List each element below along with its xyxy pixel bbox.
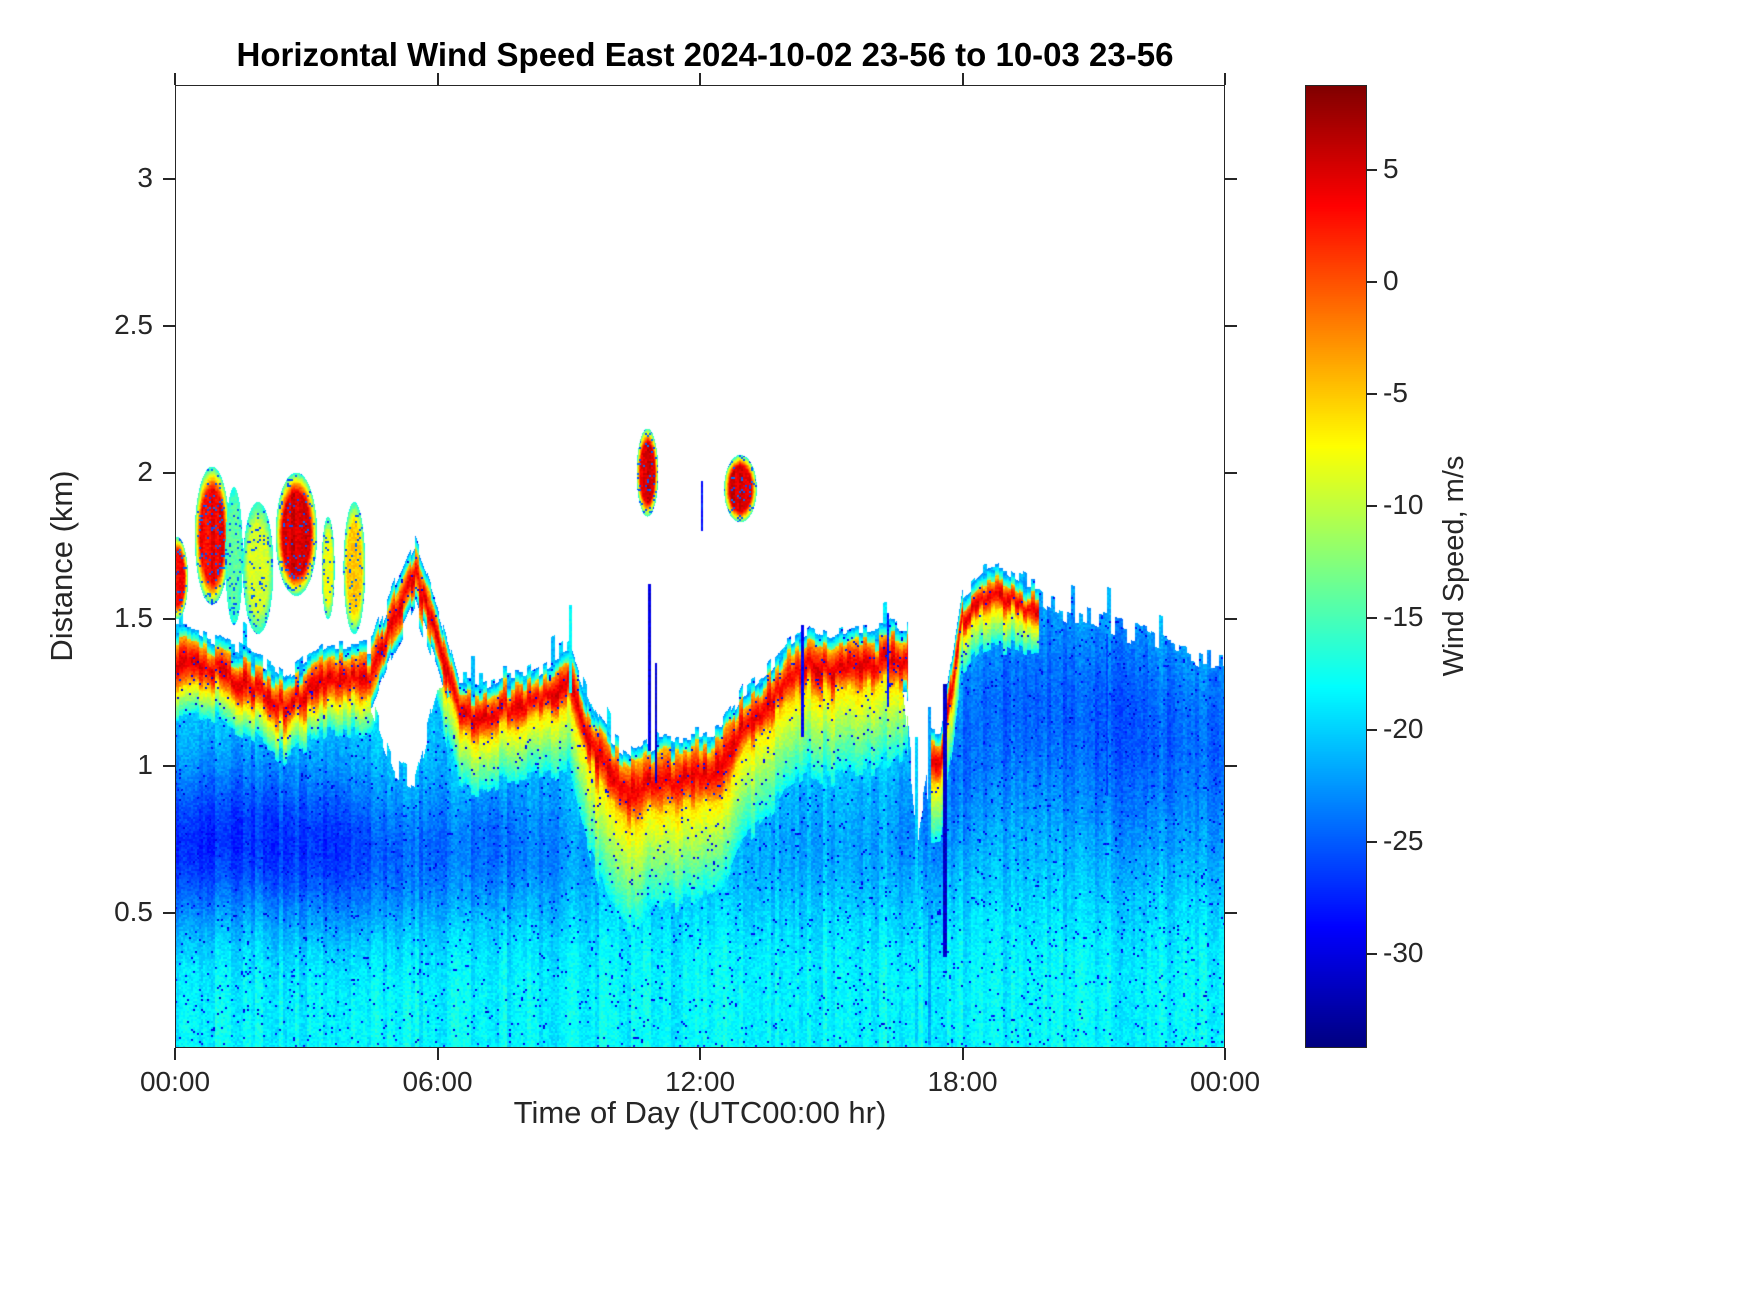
x-tick-mark	[699, 1048, 701, 1060]
x-tick-mark-top	[699, 73, 701, 85]
x-tick-mark	[1224, 1048, 1226, 1060]
colorbar-tick-label: 5	[1383, 153, 1399, 185]
colorbar-tick-label: 0	[1383, 265, 1399, 297]
colorbar-canvas	[1305, 85, 1367, 1048]
x-tick-label: 12:00	[664, 1066, 736, 1097]
colorbar-tick-label: -5	[1383, 377, 1408, 409]
y-axis-label: Distance (km)	[44, 470, 79, 662]
colorbar-tick-mark	[1367, 840, 1377, 843]
x-tick-label: 06:00	[402, 1066, 473, 1097]
colorbar-tick-mark	[1367, 169, 1377, 172]
x-tick-mark-top	[174, 73, 176, 85]
colorbar-tick-mark	[1367, 952, 1377, 955]
y-tick-mark	[163, 324, 175, 327]
y-tick-label: 1.5	[114, 602, 153, 634]
y-tick-mark-right	[1225, 618, 1237, 621]
x-tick-label: 00:00	[1189, 1066, 1261, 1097]
x-axis-label: Time of Day (UTC00:00 hr)	[513, 1095, 887, 1130]
colorbar-tick-label: -15	[1383, 601, 1424, 632]
y-tick-label: 2	[137, 455, 153, 487]
y-tick-mark-right	[1225, 471, 1237, 474]
colorbar-tick-mark	[1367, 617, 1377, 619]
colorbar-frame	[1305, 85, 1367, 1048]
y-tick-mark-right	[1225, 177, 1237, 180]
colorbar-tick-mark	[1367, 281, 1377, 284]
colorbar-tick-label: -10	[1383, 489, 1424, 521]
y-tick-label: 3	[137, 161, 153, 193]
colorbar-tick-mark	[1367, 393, 1377, 396]
y-tick-mark	[163, 618, 175, 621]
colorbar-tick-mark	[1367, 505, 1377, 508]
y-tick-mark	[163, 911, 175, 914]
y-tick-mark-right	[1225, 911, 1237, 914]
x-tick-mark-top	[436, 73, 439, 85]
plot-frame	[175, 85, 1225, 1048]
x-tick-label: 00:00	[139, 1066, 211, 1097]
y-tick-label: 2.5	[114, 308, 153, 340]
colorbar-tick-label: -30	[1383, 936, 1424, 968]
chart-title: Horizontal Wind Speed East 2024-10-02 23…	[236, 36, 1174, 73]
y-tick-label: 0.5	[114, 895, 153, 927]
x-tick-mark-top	[1224, 73, 1226, 85]
x-tick-mark	[174, 1048, 176, 1060]
y-tick-mark	[163, 471, 175, 474]
y-tick-mark-right	[1225, 324, 1237, 327]
colorbar-tick-mark	[1367, 728, 1377, 731]
colorbar-tick-label: -25	[1383, 824, 1424, 856]
x-tick-label: 18:00	[927, 1066, 998, 1097]
x-tick-mark	[436, 1048, 439, 1060]
colorbar-tick-label: -20	[1383, 712, 1424, 744]
x-tick-mark-top	[961, 73, 964, 85]
heatmap-canvas	[175, 85, 1225, 1048]
y-tick-mark	[163, 765, 175, 768]
x-tick-mark	[961, 1048, 964, 1060]
y-tick-mark	[163, 177, 175, 180]
y-tick-mark-right	[1225, 765, 1237, 768]
y-tick-label: 1	[137, 749, 153, 781]
